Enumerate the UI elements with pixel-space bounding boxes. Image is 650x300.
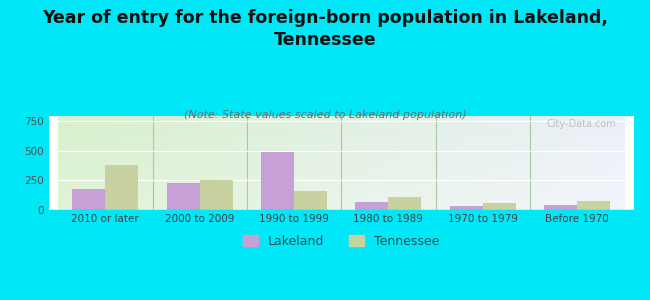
Bar <box>294 190 327 210</box>
Legend: Lakeland, Tennessee: Lakeland, Tennessee <box>238 230 445 253</box>
Text: City-Data.com: City-Data.com <box>547 119 616 129</box>
Text: Year of entry for the foreign-born population in Lakeland,
Tennessee: Year of entry for the foreign-born popul… <box>42 9 608 49</box>
Text: (Note: State values scaled to Lakeland population): (Note: State values scaled to Lakeland p… <box>184 110 466 119</box>
Bar <box>72 189 105 210</box>
Bar <box>577 200 610 210</box>
Bar <box>389 197 421 210</box>
Bar <box>544 205 577 210</box>
Bar <box>261 152 294 210</box>
Bar <box>356 202 389 210</box>
Bar <box>200 180 233 210</box>
Bar <box>483 203 516 210</box>
Bar <box>105 165 138 210</box>
Bar <box>166 183 200 210</box>
Bar <box>450 206 483 210</box>
